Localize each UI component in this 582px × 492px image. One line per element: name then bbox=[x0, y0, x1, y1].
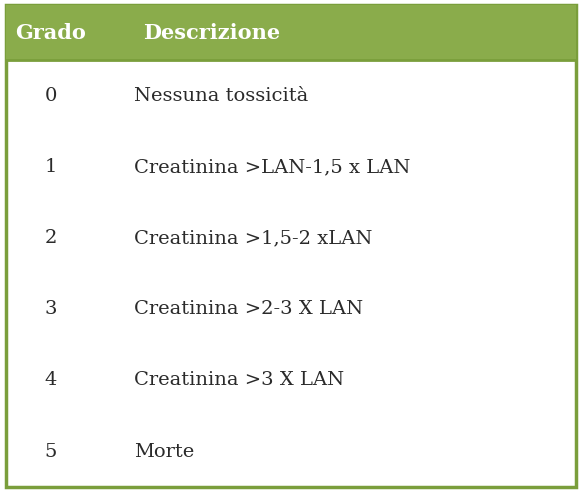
Text: Creatinina >3 X LAN: Creatinina >3 X LAN bbox=[134, 371, 344, 389]
Text: Nessuna tossicità: Nessuna tossicità bbox=[134, 87, 308, 105]
Text: 5: 5 bbox=[45, 442, 57, 461]
Text: 4: 4 bbox=[45, 371, 57, 389]
Text: 1: 1 bbox=[45, 158, 57, 176]
Text: 0: 0 bbox=[45, 87, 57, 105]
Text: 3: 3 bbox=[44, 300, 57, 318]
Text: Creatinina >1,5-2 xLAN: Creatinina >1,5-2 xLAN bbox=[134, 229, 372, 247]
Text: Creatinina >2-3 X LAN: Creatinina >2-3 X LAN bbox=[134, 300, 363, 318]
Text: Creatinina >LAN-1,5 x LAN: Creatinina >LAN-1,5 x LAN bbox=[134, 158, 410, 176]
Text: Grado: Grado bbox=[15, 23, 86, 43]
Text: Morte: Morte bbox=[134, 442, 194, 461]
Bar bbox=[6, 5, 576, 61]
Text: Descrizione: Descrizione bbox=[143, 23, 281, 43]
Text: 2: 2 bbox=[45, 229, 57, 247]
